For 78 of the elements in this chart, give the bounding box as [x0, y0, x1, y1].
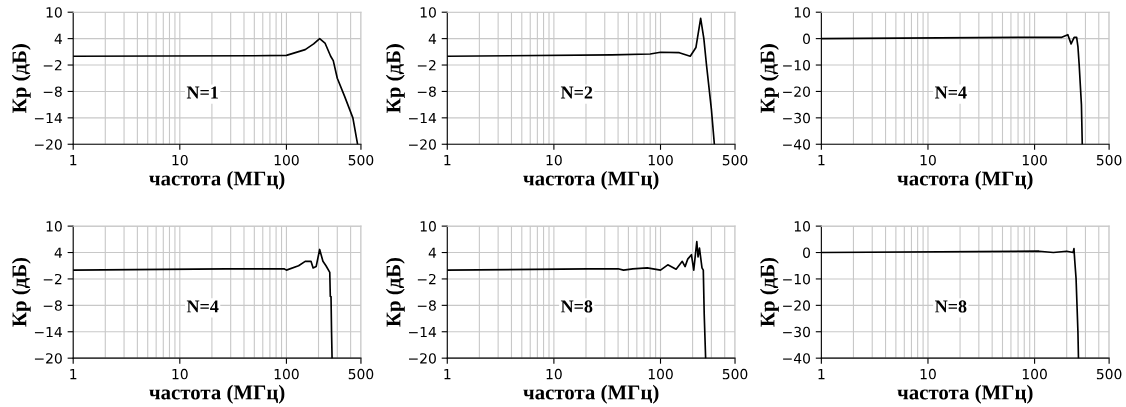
x-tick-label: 1: [818, 155, 825, 166]
y-tick-label: 10: [46, 221, 62, 232]
x-tick-label: 10: [546, 154, 562, 166]
y-tick-label: −8: [43, 300, 62, 311]
y-tick-label: −8: [417, 300, 436, 311]
y-tick-label: 10: [420, 7, 436, 18]
y-tick-label: −20: [34, 139, 62, 150]
x-tick-label: 1: [818, 369, 825, 380]
x-tick-label: 500: [722, 368, 748, 380]
y-tick-label: 10: [46, 7, 62, 18]
y-tick-label: −40: [783, 139, 811, 150]
y-tick-label: −8: [417, 86, 436, 97]
y-tick-label: −20: [409, 353, 436, 364]
y-tick-label: −8: [43, 86, 62, 97]
annotation: N=1: [186, 86, 218, 99]
x-tick-label: 500: [1096, 368, 1122, 380]
y-axis-title: Кр (дБ): [385, 44, 405, 113]
y-tick-label: 10: [420, 221, 436, 232]
y-tick-label: −14: [409, 112, 437, 124]
y-tick-label: −10: [783, 273, 811, 285]
y-tick-label: −2: [417, 60, 436, 71]
x-tick-label: 10: [172, 154, 188, 166]
y-tick-label: −10: [783, 60, 811, 71]
x-tick-label: 100: [274, 154, 299, 166]
x-tick-label: 1: [70, 369, 77, 380]
x-tick-label: 1: [444, 369, 451, 380]
y-tick-label: 4: [428, 247, 437, 258]
y-axis-title: Кр (дБ): [11, 44, 31, 113]
y-axis-title: Кр (дБ): [759, 258, 779, 327]
x-tick-label: 100: [648, 154, 673, 166]
y-tick-label: 10: [794, 7, 811, 18]
y-tick-label: −20: [783, 300, 811, 311]
x-tick-label: 500: [1096, 154, 1122, 166]
y-tick-label: −14: [34, 326, 62, 338]
y-tick-label: −30: [783, 326, 811, 338]
annotation: N=8: [935, 300, 967, 313]
y-axis-title: Кр (дБ): [11, 258, 31, 327]
x-tick-label: 100: [648, 368, 673, 380]
annotation: N=4: [935, 86, 967, 99]
x-tick-label: 500: [722, 154, 748, 166]
x-axis-title: частота (МГц): [523, 384, 659, 404]
x-tick-label: 10: [546, 368, 562, 380]
y-tick-label: −20: [34, 353, 62, 364]
y-tick-label: 4: [428, 33, 437, 44]
x-tick-label: 500: [348, 368, 374, 380]
x-axis-title: частота (МГц): [897, 384, 1033, 404]
y-axis-title: Кр (дБ): [759, 44, 779, 113]
y-tick-label: −30: [783, 112, 811, 124]
annotation: N=4: [186, 300, 219, 313]
x-tick-label: 10: [920, 368, 936, 380]
x-tick-label: 100: [1022, 154, 1047, 166]
y-tick-label: −14: [34, 112, 62, 124]
y-tick-label: −14: [409, 326, 437, 338]
y-tick-label: −2: [417, 273, 436, 285]
x-axis-title: частота (МГц): [897, 170, 1033, 190]
x-axis-title: частота (МГц): [149, 384, 285, 404]
x-tick-label: 1: [444, 155, 451, 166]
y-tick-label: −40: [783, 353, 811, 364]
x-axis-title: частота (МГц): [149, 170, 285, 190]
x-tick-label: 500: [348, 154, 374, 166]
x-axis-title: частота (МГц): [523, 170, 659, 190]
x-tick-label: 100: [1022, 368, 1047, 380]
y-tick-label: 4: [54, 247, 62, 258]
y-tick-label: 0: [803, 33, 811, 45]
y-tick-label: 10: [794, 221, 811, 232]
annotation: N=2: [560, 86, 593, 99]
y-tick-label: −2: [43, 273, 62, 285]
x-tick-label: 10: [920, 154, 936, 166]
annotation: N=8: [560, 300, 593, 313]
x-tick-label: 1: [70, 155, 77, 166]
y-tick-label: −20: [409, 139, 436, 150]
y-tick-label: 0: [803, 247, 811, 258]
y-tick-label: −2: [43, 60, 62, 71]
x-tick-label: 100: [274, 368, 299, 380]
y-tick-label: −20: [783, 86, 811, 97]
y-axis-title: Кр (дБ): [385, 258, 405, 327]
y-tick-label: 4: [54, 33, 62, 44]
x-tick-label: 10: [172, 368, 188, 380]
